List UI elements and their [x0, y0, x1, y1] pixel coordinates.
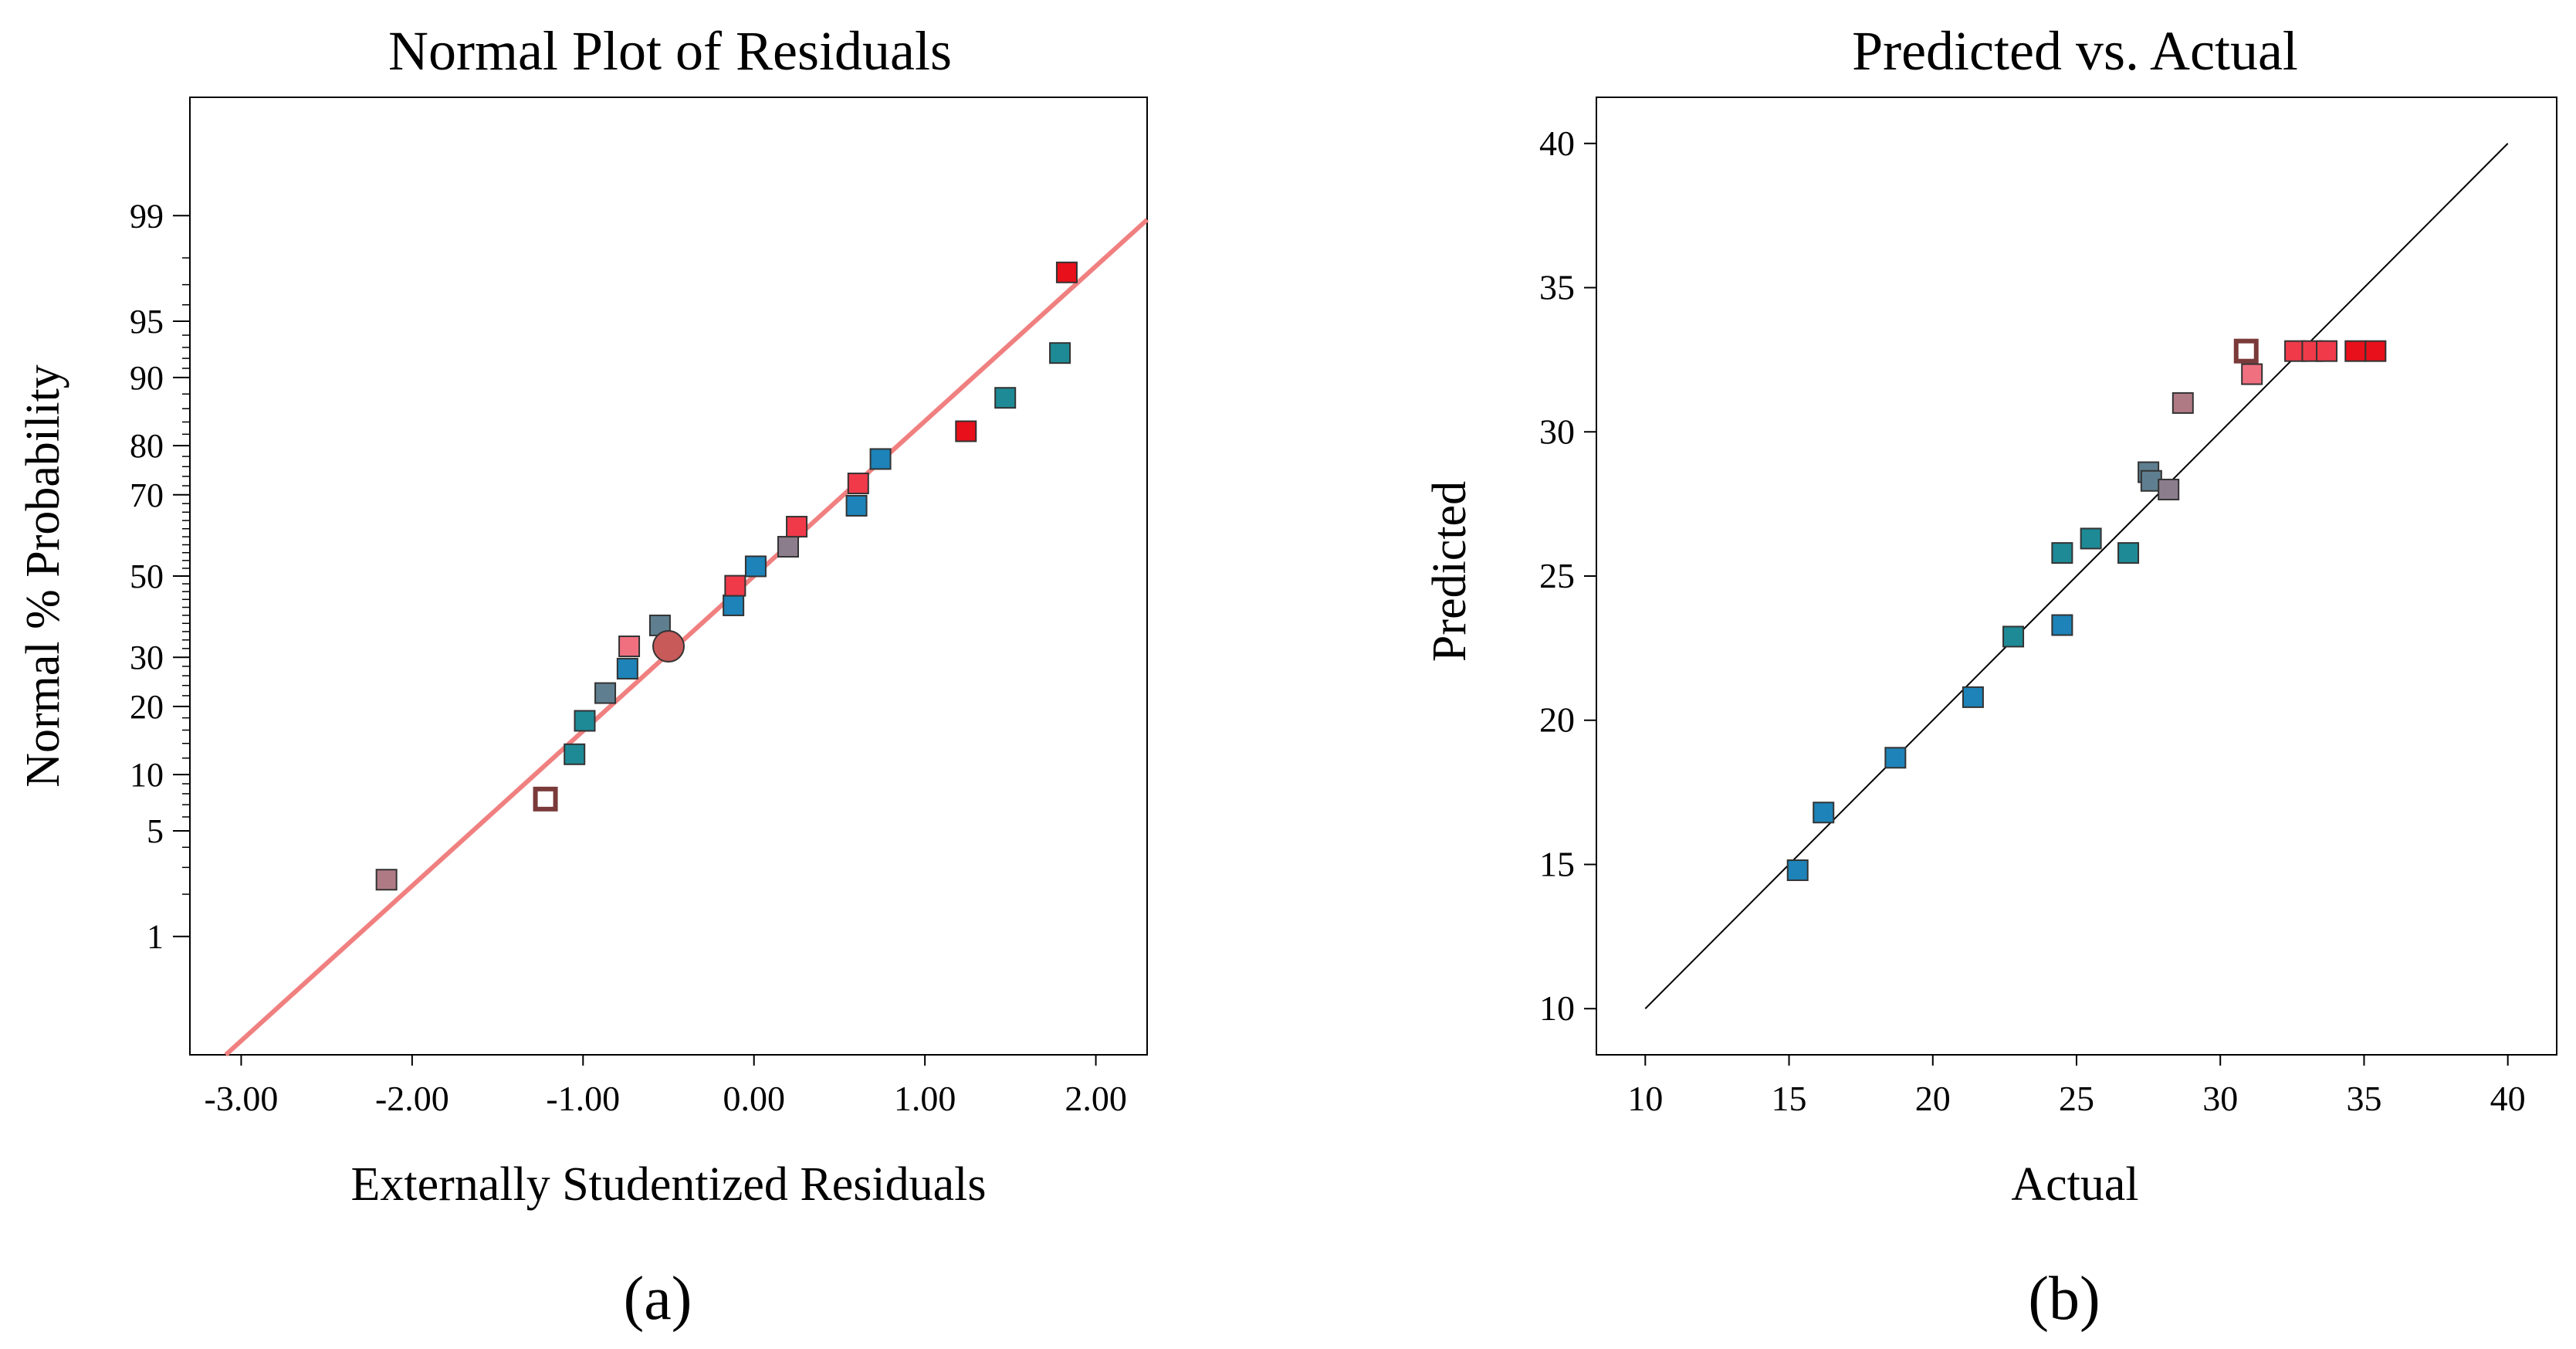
panel-a-data-point [1049, 342, 1071, 364]
panel-b-data-point [2233, 338, 2259, 364]
panel-b-data-point [2051, 542, 2073, 564]
panel-a-data-point [723, 594, 745, 616]
panel-a-highlight-point [652, 630, 685, 663]
panel-a-x-tick-label: 2.00 [1065, 1079, 1127, 1118]
panel-a-y-tick-label: 5 [147, 812, 164, 850]
panel-a-x-tick-label: -2.00 [375, 1079, 449, 1118]
panel-a-data-point [994, 387, 1017, 409]
panel-b-data-point [2051, 614, 2073, 636]
panel-a-data-point [1055, 261, 1078, 283]
panel-b-label: (b) [2028, 1265, 2100, 1333]
panel-a-data-point [845, 494, 868, 517]
panel-b-y-tick-label: 15 [1539, 844, 1575, 883]
panel-b-axes: 10 15 20 25 30 35 40 10 15 20 25 30 35 40 [1539, 124, 2526, 1118]
panel-a-reference-line [224, 218, 1149, 1057]
panel-b-x-tick-label: 30 [2202, 1079, 2238, 1118]
panel-b-x-axis-label: Actual [2011, 1158, 2138, 1211]
panel-b-data-point [1786, 859, 1809, 881]
panel-a-data-point [574, 710, 596, 732]
panel-b-predicted-vs-actual: Predicted vs. Actual 10 15 20 25 30 35 40 10 15 2… [1423, 20, 2557, 1333]
panel-a-axes: -3.00 -2.00 -1.00 0.00 1.00 2.00 1 5 10 20 30 50 70 8… [130, 197, 1127, 1118]
panel-b-x-tick-label: 40 [2490, 1079, 2526, 1118]
panel-a-data-point [618, 636, 641, 658]
panel-b-y-tick-label: 35 [1539, 268, 1575, 307]
panel-a-data-point [375, 869, 398, 891]
panel-b-y-axis-label: Predicted [1423, 481, 1476, 662]
panel-a-x-tick-label: -3.00 [205, 1079, 279, 1118]
panel-a-data-point [533, 786, 558, 812]
panel-a-data-point [955, 420, 977, 442]
panel-a-data-point [786, 516, 808, 538]
panel-b-y-tick-label: 10 [1539, 988, 1575, 1028]
panel-a-data-point [744, 555, 767, 578]
panel-b-data-point [2117, 542, 2140, 564]
panel-b-y-tick-label: 40 [1539, 124, 1575, 163]
panel-a-data-point [724, 575, 746, 597]
panel-b-data-point [2002, 625, 2025, 648]
panel-a-x-tick-label: 0.00 [723, 1079, 785, 1118]
panel-b-data-point [2364, 340, 2387, 362]
panel-a-y-tick-label: 10 [130, 756, 164, 794]
panel-b-reference-line [1644, 143, 2509, 1009]
panel-b-data-point [2316, 340, 2338, 362]
panel-b-title: Predicted vs. Actual [1852, 20, 2298, 82]
panel-b-data-point [2080, 527, 2102, 550]
panel-b-y-tick-label: 25 [1539, 556, 1575, 595]
panel-b-x-tick-label: 15 [1772, 1079, 1807, 1118]
panel-b-data-point [2344, 340, 2367, 362]
panel-a-label: (a) [624, 1265, 692, 1333]
panel-a-data-point [777, 536, 799, 558]
panel-a-data-point [564, 743, 586, 765]
panel-a-y-tick-label: 99 [130, 197, 164, 235]
panel-b-y-tick-label: 30 [1539, 412, 1575, 451]
panel-b-y-tick-label: 20 [1539, 700, 1575, 740]
panel-a-data-point [616, 657, 638, 680]
panel-a-x-axis-label: Externally Studentized Residuals [350, 1158, 986, 1211]
panel-a-normal-plot: Normal Plot of Residuals -3.00 -2.00 -1.00… [17, 20, 1149, 1333]
panel-b-x-tick-label: 35 [2346, 1079, 2381, 1118]
panel-b-x-tick-label: 20 [1915, 1079, 1951, 1118]
panel-a-data-point [847, 473, 869, 495]
panel-a-y-tick-label: 20 [130, 688, 164, 726]
panel-a-y-tick-label: 1 [147, 918, 164, 956]
panel-a-y-axis-label: Normal % Probability [17, 364, 69, 788]
panel-a-y-tick-label: 90 [130, 359, 164, 397]
panel-a-plot-frame [189, 97, 1148, 1056]
panel-a-y-tick-label: 50 [130, 558, 164, 595]
panel-b-data-point [2158, 478, 2180, 500]
panel-a-x-tick-label: -1.00 [546, 1079, 620, 1118]
panel-b-x-tick-label: 25 [2059, 1079, 2094, 1118]
panel-b-data-point [1813, 802, 1835, 824]
panel-a-data-point [869, 448, 892, 470]
panel-a-x-tick-label: 1.00 [894, 1079, 956, 1118]
panel-b-data-point [2241, 363, 2263, 385]
panel-a-points [375, 261, 1078, 891]
panel-a-y-tick-label: 70 [130, 476, 164, 514]
panel-a-title: Normal Plot of Residuals [388, 20, 952, 82]
panel-a-y-tick-label: 80 [130, 427, 164, 465]
panel-b-data-point [2171, 391, 2194, 414]
panel-b-points [1786, 338, 2387, 881]
panel-a-data-point [594, 682, 617, 704]
panel-b-x-tick-label: 10 [1627, 1079, 1663, 1118]
panel-a-y-tick-label: 30 [130, 639, 164, 676]
panel-b-data-point [1962, 686, 1984, 708]
panel-a-y-tick-label: 95 [130, 303, 164, 341]
panel-b-data-point [1884, 747, 1907, 769]
